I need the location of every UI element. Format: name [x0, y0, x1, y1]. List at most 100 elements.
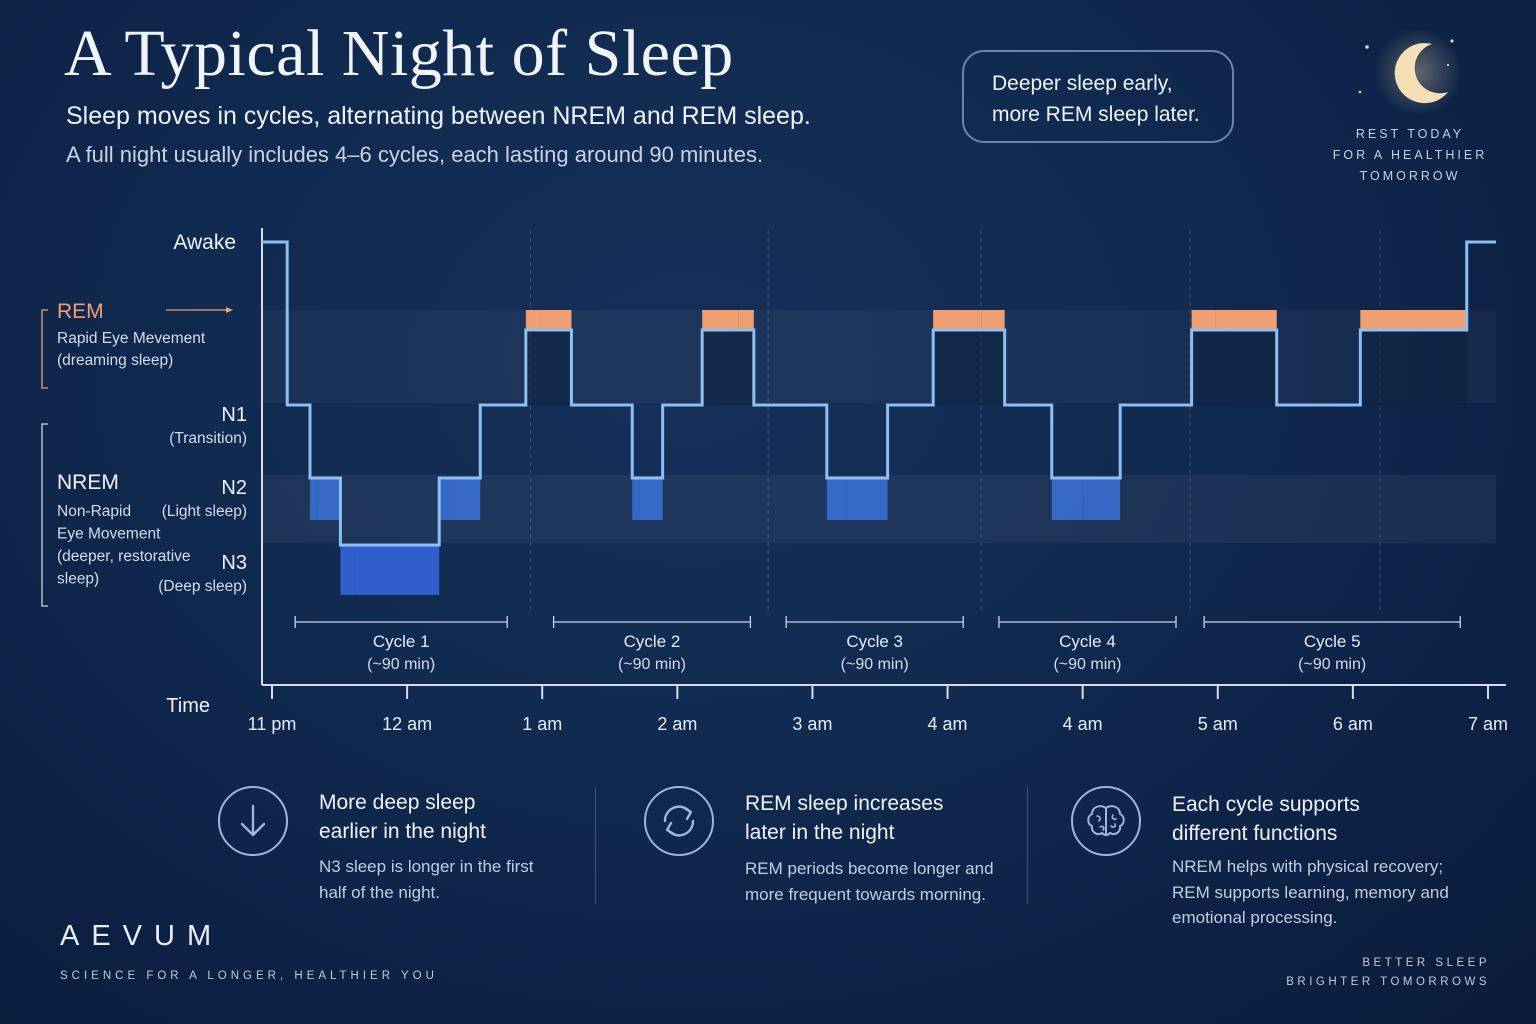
page-subtitle-secondary: A full night usually includes 4–6 cycles… — [66, 142, 764, 167]
cycle-bracket — [552, 616, 752, 628]
cycle-bracket — [294, 616, 508, 628]
stage-desc-rem: (dreaming sleep) — [57, 352, 173, 369]
nrem-group-label: NREM — [57, 471, 119, 494]
insight-body: half of the night. — [319, 882, 440, 902]
stage-label-n2: N2 — [221, 477, 247, 499]
stage-desc-n2: (Light sleep) — [162, 503, 247, 520]
insight-heading: different functions — [1172, 822, 1338, 845]
tagline-top: REST TODAY FOR A HEALTHIER TOMORROW — [1310, 124, 1510, 187]
nrem-bracket — [41, 423, 48, 607]
nrem-group-desc: Eye Movement — [57, 526, 161, 543]
moon-icon — [1358, 30, 1462, 116]
rem-bracket — [41, 309, 48, 389]
rem-under — [1360, 330, 1452, 405]
cycle-duration: (~90 min) — [1053, 656, 1121, 673]
n2-segment — [632, 478, 640, 520]
n2-segment — [846, 478, 888, 520]
brand-logo: AEVUM — [60, 920, 224, 952]
cycle-duration: (~90 min) — [618, 656, 686, 673]
n2-segment — [826, 478, 847, 520]
insight-heading: REM sleep increases — [745, 792, 944, 815]
brain-icon — [1071, 786, 1141, 856]
column-divider — [1027, 788, 1028, 904]
rem-segment — [738, 310, 754, 330]
insight-heading: later in the night — [745, 821, 895, 844]
n2-segment — [1083, 478, 1121, 520]
callout-line: Deeper sleep early, — [992, 72, 1173, 95]
cycle-duration: (~90 min) — [367, 656, 435, 673]
cycle-duration: (~90 min) — [1298, 656, 1366, 673]
stage-desc-n1: (Transition) — [169, 430, 247, 447]
tagline-line: REST TODAY — [1355, 127, 1465, 141]
page-title: A Typical Night of Sleep — [64, 17, 734, 90]
n2-segment — [639, 478, 663, 520]
x-tick-label: 1 am — [522, 714, 562, 734]
brand-tagline: SCIENCE FOR A LONGER, HEALTHIER YOU — [60, 970, 438, 982]
cycle-label: Cycle 1 — [373, 632, 430, 651]
insight-heading: earlier in the night — [319, 820, 486, 843]
down-arrow-icon — [218, 786, 288, 856]
insight-heading: Each cycle supports — [1172, 793, 1360, 816]
rem-under — [738, 330, 754, 405]
rem-under — [1451, 330, 1467, 405]
stage-label-awake: Awake — [173, 231, 236, 254]
cycle-label: Cycle 5 — [1304, 632, 1361, 651]
stage-label-rem: REM — [57, 300, 104, 323]
cycle-label: Cycle 3 — [846, 632, 903, 651]
rem-segment — [1451, 310, 1467, 330]
stage-label-n1: N1 — [221, 404, 247, 426]
n2-segment — [310, 478, 318, 520]
insight-body: REM periods become longer and — [745, 859, 994, 878]
tagline-line: FOR A HEALTHIER — [1332, 148, 1488, 162]
rem-under — [1215, 330, 1277, 405]
rem-segment — [702, 310, 739, 330]
n2-segment — [454, 478, 481, 520]
bottom-tag-line: BRIGHTER TOMORROWS — [1286, 976, 1490, 988]
insight-body: more frequent towards morning. — [745, 884, 986, 904]
insight-body: emotional processing. — [1172, 908, 1338, 927]
stage-desc-rem: Rapid Eye Mevement — [57, 330, 206, 347]
page-subtitle: Sleep moves in cycles, alternating betwe… — [66, 102, 811, 130]
rem-segment — [981, 310, 1005, 330]
x-tick-label: 7 am — [1468, 714, 1508, 734]
rem-pointer-head — [226, 307, 233, 313]
rem-under — [933, 330, 982, 405]
rem-under — [981, 330, 1005, 405]
insight-body: REM supports learning, memory and — [1172, 882, 1449, 902]
n3-segment — [340, 545, 356, 595]
cycle-arrows-icon — [644, 786, 714, 856]
stage-label-n3: N3 — [221, 552, 247, 574]
insight-heading: More deep sleep — [319, 791, 476, 814]
nrem-group-desc: Non-Rapid — [57, 503, 131, 520]
x-tick-label: 6 am — [1333, 714, 1373, 734]
x-tick-label: 2 am — [657, 714, 697, 734]
hypnogram-line — [262, 240, 1496, 547]
rem-segment — [1360, 310, 1452, 330]
x-axis-title: Time — [166, 695, 210, 717]
stage-desc-n3: (Deep sleep) — [158, 578, 247, 595]
x-tick-label: 5 am — [1198, 714, 1238, 734]
x-tick-label: 12 am — [382, 714, 432, 734]
bottom-tag-line: BETTER SLEEP — [1362, 957, 1490, 969]
cycle-label: Cycle 2 — [624, 632, 681, 651]
callout-line: more REM sleep later. — [992, 103, 1200, 126]
nrem-group-desc: (deeper, restorative — [57, 548, 191, 565]
rem-under — [1191, 330, 1216, 405]
column-divider — [595, 788, 596, 904]
insight-body: NREM helps with physical recovery; — [1172, 857, 1444, 876]
tagline-line: TOMORROW — [1359, 169, 1461, 183]
x-tick-label: 11 pm — [248, 714, 297, 734]
rem-segment — [525, 310, 542, 330]
cycle-bracket — [998, 616, 1177, 628]
rem-under — [541, 330, 572, 405]
callout-box: Deeper sleep early, more REM sleep later… — [962, 50, 1234, 143]
n2-segment — [317, 478, 341, 520]
rem-under — [702, 330, 739, 405]
rem-band — [262, 310, 1496, 403]
n3-segment — [355, 545, 440, 595]
cycle-bracket — [785, 616, 964, 628]
cycle-duration: (~90 min) — [841, 656, 909, 673]
x-tick-label: 4 am — [1063, 714, 1103, 734]
n2-segment — [439, 478, 455, 520]
bottom-tagline: BETTER SLEEP BRIGHTER TOMORROWS — [1286, 954, 1490, 992]
